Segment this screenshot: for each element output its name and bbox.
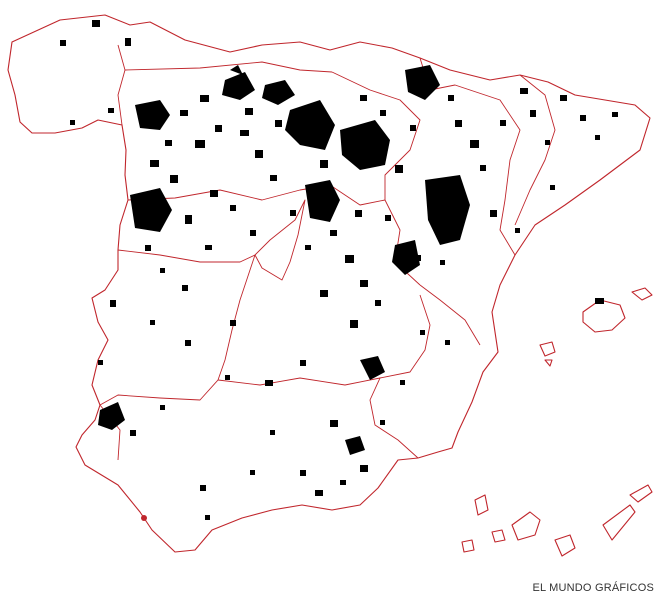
gibraltar-dot	[141, 515, 147, 521]
mainland-outline	[7, 14, 651, 553]
formentera	[544, 359, 553, 367]
border-aragon	[419, 57, 521, 256]
canary-gran-canaria	[554, 534, 576, 557]
canary-lanzarote	[629, 484, 653, 503]
border-murcia	[369, 377, 419, 459]
canary-la-gomera	[491, 529, 506, 543]
border-cantabrian	[124, 61, 333, 73]
border-extremadura	[99, 249, 256, 406]
ibiza	[539, 341, 556, 357]
blot-clusters	[98, 65, 470, 455]
border-castilla-leon-south	[127, 184, 386, 206]
blot-scatter	[60, 20, 618, 520]
border-madrid	[254, 199, 306, 281]
canary-fuerteventura	[602, 504, 636, 541]
credit-label: EL MUNDO GRÁFICOS	[532, 582, 654, 594]
border-valencia	[419, 284, 481, 346]
canary-el-hierro	[461, 539, 475, 553]
canary-tenerife	[511, 511, 541, 541]
border-galicia	[117, 44, 126, 126]
canary-la-palma	[474, 494, 489, 516]
mallorca	[582, 299, 626, 333]
menorca	[631, 287, 653, 301]
